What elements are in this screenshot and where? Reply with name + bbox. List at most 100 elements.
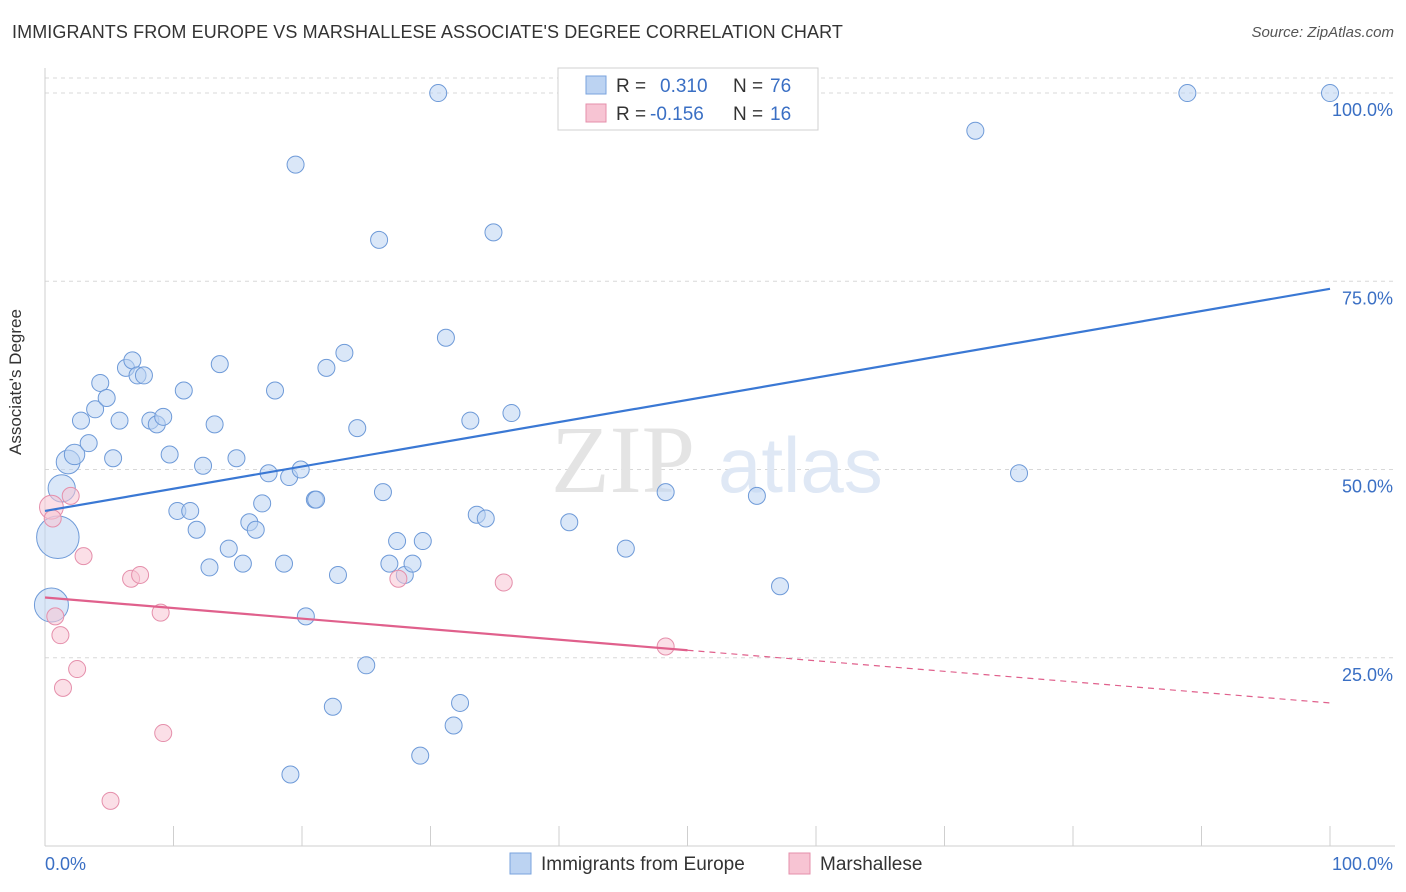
europe-point-69 [656,483,675,502]
marshallese-trend-line [44,596,688,652]
legend-n-value-2: 16 [770,104,791,125]
y-tick-label-50: 50.0% [1342,477,1393,497]
europe-point-66 [502,404,521,423]
series-marshallese-points [39,486,675,810]
europe-point-61 [451,693,470,712]
europe-point-28 [219,539,238,558]
europe-point-57 [413,532,432,551]
marshallese-point-15 [656,637,675,656]
legend-swatch-blue [585,75,607,95]
europe-point-24 [194,456,213,475]
europe-point-58 [429,84,448,103]
legend-n-label-1: N = [733,76,763,97]
europe-point-33 [253,494,272,513]
legend-r-value-1: 0.310 [660,76,708,97]
europe-point-73 [966,121,985,140]
series-legend-swatch-marshallese [788,852,811,875]
marshallese-point-1 [43,509,62,528]
legend-swatch-pink [585,103,607,123]
europe-point-68 [616,539,635,558]
europe-point-44 [317,358,336,377]
europe-point-51 [373,483,392,502]
europe-point-21 [174,381,193,400]
europe-point-36 [275,554,294,573]
x-tick-label-min: 0.0% [45,854,86,874]
europe-point-23 [187,520,206,539]
europe-point-25 [200,558,219,577]
europe-point-26 [205,415,224,434]
europe-point-27 [210,355,229,374]
legend-r-value-2: -0.156 [650,104,704,125]
europe-point-64 [476,509,495,528]
europe-point-52 [380,554,399,573]
europe-point-9 [97,389,116,407]
marshallese-point-12 [154,724,173,743]
series-legend-marshallese: Marshallese [820,854,922,875]
europe-point-30 [233,554,252,573]
europe-point-67 [560,513,579,532]
watermark-atlas: atlas [718,421,883,509]
europe-point-48 [348,419,367,438]
europe-point-4 [63,443,86,466]
trend-lines [44,287,1331,704]
axes [44,68,1395,847]
marshallese-point-13 [389,569,408,588]
series-europe-points [33,84,1339,784]
legend-n-value-1: 76 [770,76,791,97]
europe-point-71 [747,486,766,505]
europe-point-65 [484,223,503,242]
marshallese-point-2 [46,607,65,626]
europe-point-39 [286,155,305,174]
series-legend-swatch-europe [509,852,532,875]
legend-r-label-2: R = [616,104,646,125]
x-tick-label-max: 100.0% [1332,854,1393,874]
europe-point-43 [307,490,326,509]
europe-point-15 [134,366,153,385]
europe-point-22 [181,501,200,520]
europe-point-46 [328,565,347,584]
marshallese-point-10 [131,565,150,584]
europe-point-53 [388,532,407,551]
europe-point-29 [227,449,246,468]
europe-point-62 [461,411,480,430]
y-tick-label-100: 100.0% [1332,100,1393,120]
europe-point-59 [436,328,455,347]
marshallese-trend-extension [687,649,1331,704]
europe-point-32 [246,520,265,539]
europe-point-45 [323,697,342,716]
europe-point-72 [771,577,790,596]
chart-title: IMMIGRANTS FROM EUROPE VS MARSHALLESE AS… [12,22,843,42]
watermark-zip: ZIP [551,406,695,513]
legend-n-label-2: N = [733,104,763,125]
legend-box: R = 0.310 N = 76 R = -0.156 N = 16 [557,67,819,131]
europe-point-13 [123,351,142,370]
europe-point-38 [281,765,300,784]
marshallese-point-3 [51,626,70,645]
marshallese-point-6 [68,660,87,679]
watermark: ZIP atlas [551,406,883,513]
marshallese-point-4 [53,678,72,697]
series-legend-europe: Immigrants from Europe [541,854,745,875]
europe-point-55 [403,554,422,573]
europe-point-74 [1010,464,1029,483]
tick-labels: 25.0% 50.0% 75.0% 100.0% 0.0% 100.0% [45,100,1393,874]
europe-trend-line [44,287,1331,513]
series-legend: Immigrants from Europe Marshallese [509,852,922,875]
europe-point-5 [71,411,90,430]
europe-point-6 [79,434,98,453]
europe-point-41 [296,607,315,626]
europe-point-11 [110,411,129,430]
europe-point-19 [160,445,179,464]
europe-point-50 [370,230,389,249]
source-label: Source: ZipAtlas.com [1251,24,1394,41]
europe-point-10 [104,449,123,468]
europe-point-47 [335,343,354,362]
marshallese-point-8 [101,791,120,810]
europe-point-8 [91,373,110,392]
europe-point-7 [86,400,105,419]
europe-point-56 [411,746,430,765]
europe-point-76 [1321,84,1339,103]
europe-point-60 [444,716,463,735]
y-tick-label-25: 25.0% [1342,665,1393,685]
